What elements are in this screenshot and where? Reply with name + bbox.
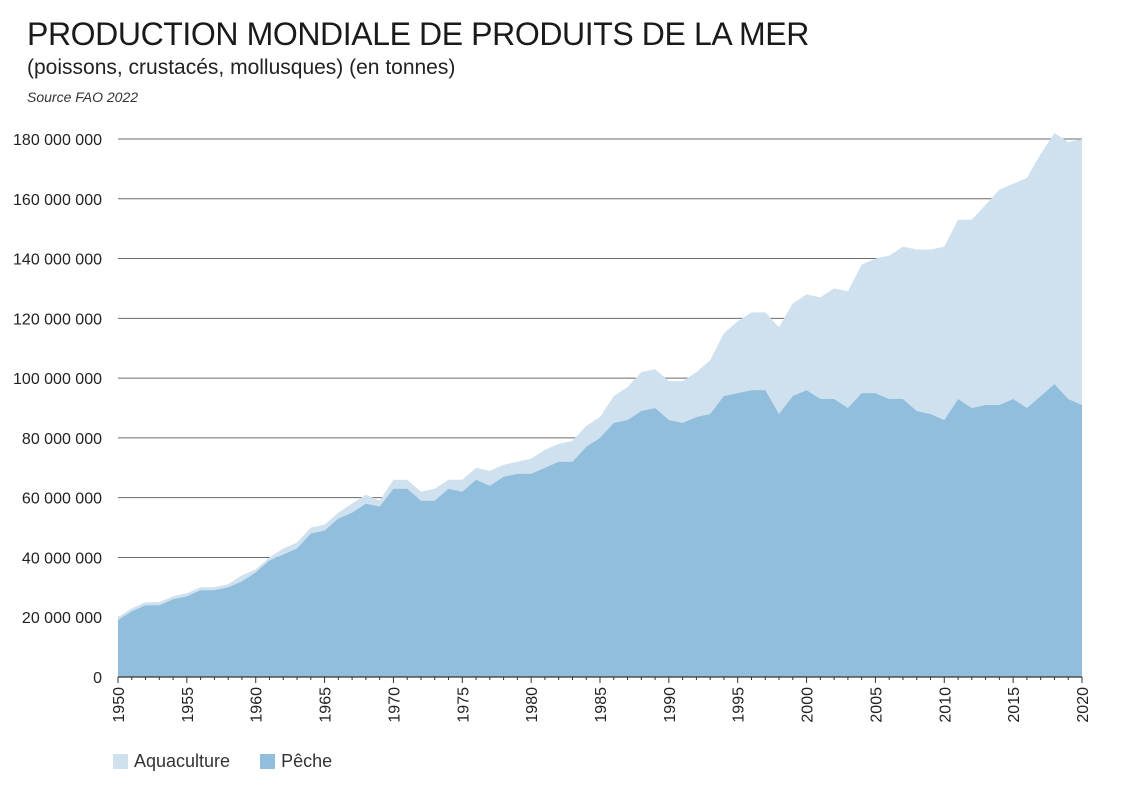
y-tick-label: 60 000 000 [22,491,102,508]
x-tick-label: 2000 [800,687,817,723]
x-tick-label: 1955 [180,687,197,723]
x-tick-label: 1990 [662,687,679,723]
legend: Aquaculture Pêche [113,752,332,770]
y-tick-label: 140 000 000 [13,252,102,269]
x-tick-label: 2015 [1006,687,1023,723]
axis-layer: 0 20 000 000 40 000 000 60 000 000 80 000 00… [13,132,1092,723]
legend-label-peche: Pêche [281,751,333,771]
chart-source: Source FAO 2022 [27,89,139,105]
y-tick-label: 80 000 000 [22,431,102,448]
legend-swatch-aquaculture [113,753,128,769]
x-tick-label: 1980 [524,687,541,723]
legend-label-aquaculture: Aquaculture [134,751,231,771]
x-tick-label: 1970 [386,687,403,723]
area-layer [118,133,1082,677]
series-area-peche [118,384,1082,677]
y-tick-label: 180 000 000 [13,132,102,149]
y-tick-label: 160 000 000 [13,192,102,209]
x-tick-label: 1985 [593,687,610,723]
x-tick-label: 2020 [1075,687,1092,723]
x-tick-label: 1960 [249,687,266,723]
series-area-aquaculture [118,133,1082,621]
y-tick-label: 20 000 000 [22,610,102,627]
x-tick-label: 1965 [318,687,335,723]
x-tick-label: 2010 [937,687,954,723]
chart-title: PRODUCTION MONDIALE DE PRODUITS DE LA ME… [27,16,809,52]
y-tick-label: 100 000 000 [13,371,102,388]
y-tick-label: 0 [93,670,102,687]
legend-swatch-peche [260,753,276,769]
y-tick-label: 40 000 000 [22,550,102,567]
legend-item-peche: Pêche [260,752,332,770]
y-tick-label: 120 000 000 [13,311,102,328]
x-tick-label: 1975 [455,687,472,723]
x-tick-label: 1995 [731,687,748,723]
x-tick-label: 1950 [111,687,128,723]
legend-item-aquaculture: Aquaculture [113,752,230,770]
x-tick-label: 2005 [868,687,885,723]
chart-subtitle: (poissons, crustacés, mollusques) (en to… [27,56,456,79]
